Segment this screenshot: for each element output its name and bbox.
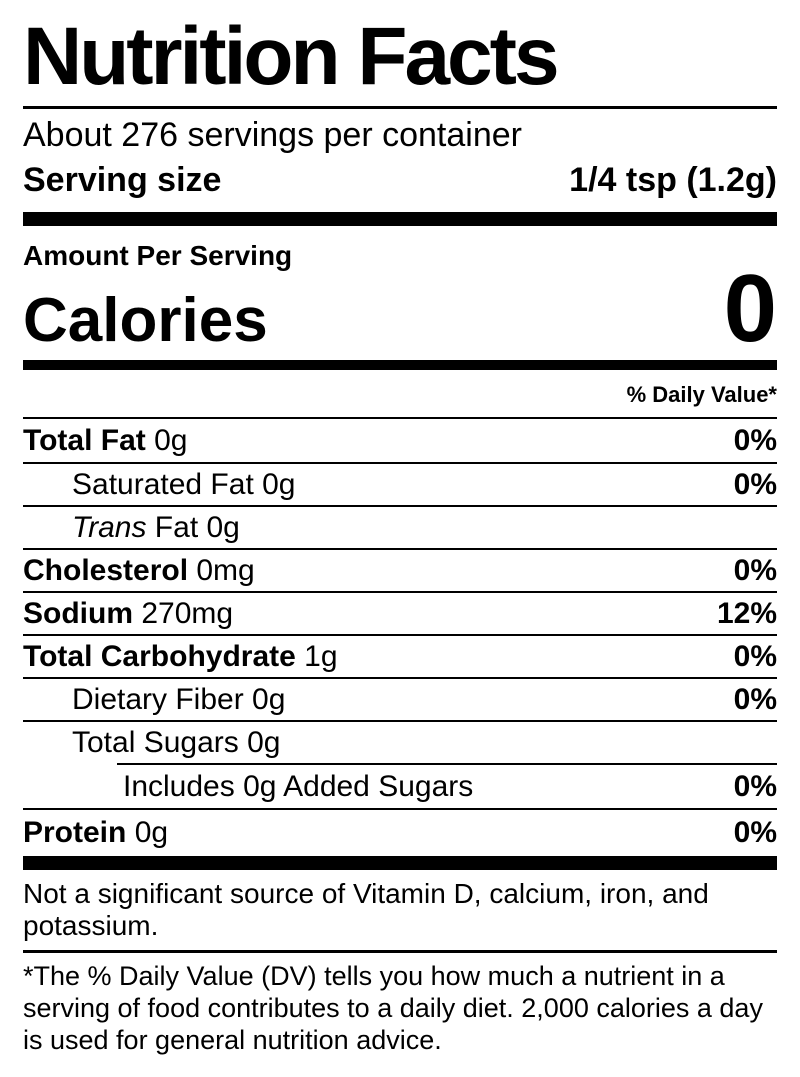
nutrient-name: Protein 0g: [23, 816, 168, 850]
nutrient-name: Dietary Fiber 0g: [23, 683, 285, 717]
servings-per-container: About 276 servings per container: [23, 116, 522, 154]
row-cholesterol: Cholesterol 0mg 0%: [23, 548, 777, 591]
nutrient-name: Total Sugars 0g: [23, 726, 280, 760]
calories-value: 0: [723, 255, 777, 362]
nutrient-dv: 12%: [716, 596, 777, 630]
nutrient-bold: Total Carbohydrate: [23, 639, 296, 673]
row-total-fat: Total Fat 0g 0%: [23, 419, 777, 462]
nutrient-amount: 0g: [145, 423, 188, 457]
nutrient-name: Trans Fat 0g: [23, 511, 240, 545]
nutrient-amount: Total Sugars 0g: [72, 725, 281, 759]
nutrient-bold: Cholesterol: [23, 553, 189, 587]
nutrient-rows: Total Fat 0g 0% Saturated Fat 0g 0% Tran…: [23, 417, 777, 856]
nutrient-dv: 0%: [733, 682, 777, 716]
nutrient-dv: 0%: [733, 553, 777, 587]
nutrient-dv: 0%: [733, 769, 777, 803]
row-total-sugars: Total Sugars 0g: [23, 720, 777, 763]
rule-under-title: [23, 106, 777, 109]
calories-label: Calories: [23, 286, 268, 355]
row-sodium: Sodium 270mg 12%: [23, 591, 777, 634]
nutrient-name: Total Fat 0g: [23, 424, 188, 458]
nutrient-dv: 0%: [733, 816, 777, 849]
not-significant-note: Not a significant source of Vitamin D, c…: [23, 878, 709, 941]
row-protein: Protein 0g 0%: [23, 808, 777, 856]
nutrient-amount: 1g: [295, 639, 338, 673]
nutrient-amount: Saturated Fat 0g: [72, 467, 296, 501]
calories-row: Calories 0: [23, 255, 777, 362]
row-dietary-fiber: Dietary Fiber 0g 0%: [23, 677, 777, 720]
nutrient-italic: Trans: [72, 510, 147, 544]
row-trans-fat: Trans Fat 0g: [23, 505, 777, 548]
nutrient-amount: Fat 0g: [146, 510, 240, 544]
nutrient-amount: Dietary Fiber 0g: [72, 682, 286, 716]
nutrient-amount: 270mg: [133, 596, 234, 630]
nutrient-amount: 0g: [126, 816, 169, 849]
serving-size-row: Serving size 1/4 tsp (1.2g): [23, 157, 777, 212]
daily-value-header: % Daily Value*: [626, 382, 777, 407]
thick-separator-bottom: [23, 856, 777, 870]
nutrient-bold: Total Fat: [23, 423, 146, 457]
row-saturated-fat: Saturated Fat 0g 0%: [23, 462, 777, 505]
partial-rule-added-sugars: [117, 763, 777, 765]
nutrient-name: Cholesterol 0mg: [23, 554, 255, 588]
rule-above-footnote: [23, 950, 777, 954]
nutrient-bold: Sodium: [23, 596, 133, 630]
row-added-sugars: Includes 0g Added Sugars 0%: [23, 765, 777, 808]
nutrient-amount: 0mg: [188, 553, 255, 587]
nutrient-dv: 0%: [733, 639, 777, 673]
amount-per-serving-label: Amount Per Serving: [23, 240, 293, 271]
nutrient-name: Includes 0g Added Sugars: [23, 770, 473, 804]
nutrient-dv: 0%: [733, 423, 777, 457]
serving-size-label: Serving size: [23, 161, 222, 199]
nutrient-amount: Includes 0g Added Sugars: [123, 769, 474, 803]
medium-separator: [23, 360, 777, 370]
nutrient-name: Saturated Fat 0g: [23, 468, 295, 502]
nutrient-name: Sodium 270mg: [23, 597, 233, 631]
nutrient-dv: 0%: [733, 467, 777, 501]
serving-size-value: 1/4 tsp (1.2g): [569, 161, 777, 199]
thick-separator-top: [23, 212, 777, 226]
row-total-carbohydrate: Total Carbohydrate 1g 0%: [23, 634, 777, 677]
daily-value-footnote: *The % Daily Value (DV) tells you how mu…: [23, 961, 763, 1055]
nutrient-bold: Protein: [23, 816, 127, 849]
label-title: Nutrition Facts: [23, 11, 560, 102]
nutrient-name: Total Carbohydrate 1g: [23, 640, 338, 674]
